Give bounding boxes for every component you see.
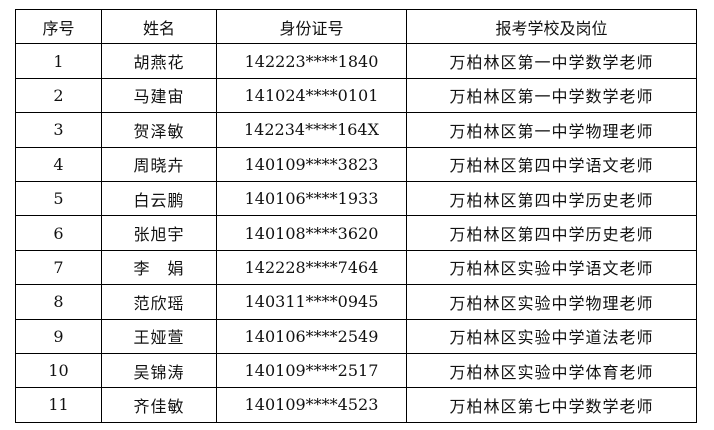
table-row: 4 周晓卉 140109****3823 万柏林区第四中学语文老师: [15, 146, 697, 182]
table-row: 3 贺泽敏 142234****164X 万柏林区第一中学物理老师: [15, 112, 697, 148]
cell-name: 范欣瑶: [101, 284, 217, 320]
cell-school-position: 万柏林区第一中学数学老师: [406, 77, 697, 114]
cell-index: 9: [15, 318, 102, 354]
cell-id-number: 140311****0945: [216, 284, 407, 320]
cell-name: 周晓卉: [101, 146, 217, 182]
cell-school-position: 万柏林区实验中学体育老师: [406, 352, 697, 389]
table-row: 10 吴锦涛 140109****2517 万柏林区实验中学体育老师: [15, 352, 697, 389]
cell-index: 1: [15, 43, 102, 79]
cell-id-number: 142234****164X: [216, 112, 407, 148]
header-id-number: 身份证号: [216, 8, 407, 45]
table-row: 11 齐佳敏 140109****4523 万柏林区第七中学数学老师: [15, 387, 697, 423]
cell-school-position: 万柏林区第一中学物理老师: [406, 112, 697, 148]
header-school-position: 报考学校及岗位: [406, 8, 697, 45]
cell-id-number: 142228****7464: [216, 249, 407, 286]
cell-index: 2: [15, 77, 102, 114]
cell-school-position: 万柏林区实验中学道法老师: [406, 318, 697, 354]
cell-index: 4: [15, 146, 102, 182]
cell-school-position: 万柏林区第四中学历史老师: [406, 215, 697, 251]
cell-name: 李 娟: [101, 249, 217, 286]
table-row: 1 胡燕花 142223****1840 万柏林区第一中学数学老师: [15, 43, 697, 79]
cell-index: 6: [15, 215, 102, 251]
cell-index: 7: [15, 249, 102, 286]
cell-id-number: 140109****4523: [216, 387, 407, 423]
cell-id-number: 141024****0101: [216, 77, 407, 114]
cell-name: 齐佳敏: [101, 387, 217, 423]
cell-name: 马建宙: [101, 77, 217, 114]
cell-name: 白云鹏: [101, 180, 217, 217]
cell-index: 8: [15, 284, 102, 320]
table-header-row: 序号 姓名 身份证号 报考学校及岗位: [15, 8, 697, 45]
cell-name: 贺泽敏: [101, 112, 217, 148]
cell-name: 吴锦涛: [101, 352, 217, 389]
cell-school-position: 万柏林区第四中学语文老师: [406, 146, 697, 182]
cell-id-number: 140106****1933: [216, 180, 407, 217]
cell-school-position: 万柏林区实验中学语文老师: [406, 249, 697, 286]
cell-school-position: 万柏林区第七中学数学老师: [406, 387, 697, 423]
table-row: 2 马建宙 141024****0101 万柏林区第一中学数学老师: [15, 77, 697, 114]
cell-index: 10: [15, 352, 102, 389]
header-name: 姓名: [101, 8, 217, 45]
cell-id-number: 140106****2549: [216, 318, 407, 354]
cell-name: 胡燕花: [101, 43, 217, 79]
cell-name: 王娅萱: [101, 318, 217, 354]
cell-index: 3: [15, 112, 102, 148]
cell-id-number: 140108****3620: [216, 215, 407, 251]
header-index: 序号: [15, 8, 102, 45]
cell-id-number: 142223****1840: [216, 43, 407, 79]
table-row: 9 王娅萱 140106****2549 万柏林区实验中学道法老师: [15, 318, 697, 354]
cell-id-number: 140109****3823: [216, 146, 407, 182]
candidate-table: 序号 姓名 身份证号 报考学校及岗位 1 胡燕花 142223****1840 万柏林…: [15, 8, 697, 423]
cell-school-position: 万柏林区第四中学历史老师: [406, 180, 697, 217]
cell-name: 张旭宇: [101, 215, 217, 251]
cell-school-position: 万柏林区第一中学数学老师: [406, 43, 697, 79]
cell-school-position: 万柏林区实验中学物理老师: [406, 284, 697, 320]
cell-index: 5: [15, 180, 102, 217]
table-row: 6 张旭宇 140108****3620 万柏林区第四中学历史老师: [15, 215, 697, 251]
table-row: 5 白云鹏 140106****1933 万柏林区第四中学历史老师: [15, 180, 697, 217]
cell-index: 11: [15, 387, 102, 423]
table-row: 8 范欣瑶 140311****0945 万柏林区实验中学物理老师: [15, 284, 697, 320]
cell-id-number: 140109****2517: [216, 352, 407, 389]
